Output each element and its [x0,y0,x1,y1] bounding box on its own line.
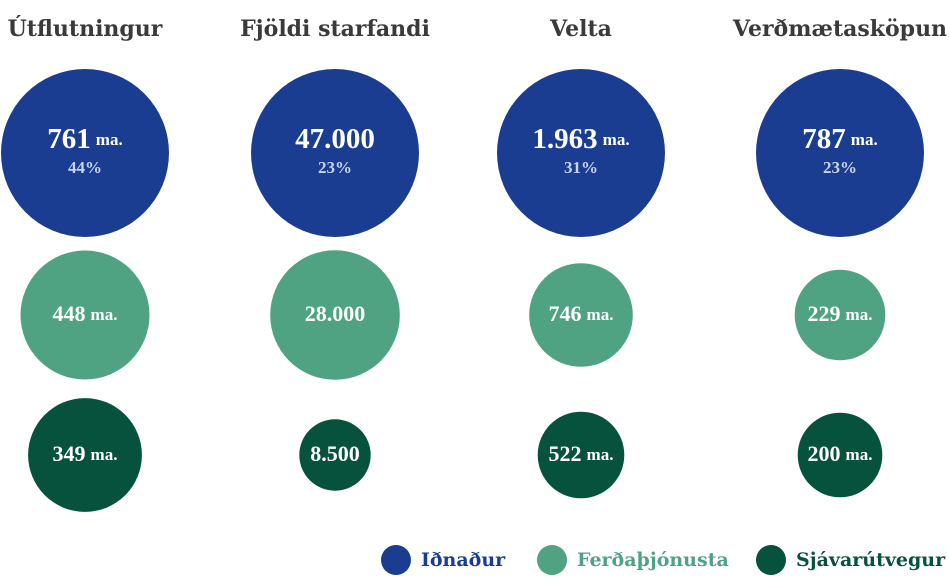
bubble-idnadur-velta [497,69,665,237]
bubble-label-idnadur-verdmaetaskopun: 787 ma. [802,123,877,155]
legend-item-sjavarutvegur: Sjávarútvegur [756,545,946,575]
bubble-unit: ma. [846,445,873,464]
bubble-unit: ma. [846,305,873,324]
bubble-label-idnadur-utflutningur: 761 ma. [47,123,122,155]
bubble-share-idnadur-verdmaetaskopun: 23% [823,158,857,177]
bubble-value: 448 [53,301,86,326]
legend-swatch [756,545,786,575]
bubble-label-sjavarutvegur-utflutningur: 349 ma. [53,441,118,466]
legend-item-ferdathjonusta: Ferðaþjónusta [537,545,729,575]
bubble-value: 28.000 [305,301,366,326]
bubble-label-sjavarutvegur-fjoldi-starfandi: 8.500 [310,441,360,466]
legend-swatch [381,545,411,575]
bubble-label-ferdathjonusta-velta: 746 ma. [549,301,614,326]
bubble-sjavarutvegur-verdmaetaskopun [797,412,883,498]
bubble-label-ferdathjonusta-verdmaetaskopun: 229 ma. [808,301,873,326]
bubble-share-idnadur-velta: 31% [564,158,598,177]
legend-swatch [537,545,567,575]
column-title-utflutningur: Útflutningur [8,15,163,42]
bubble-ferdathjonusta-utflutningur [20,250,150,380]
bubble-sjavarutvegur-fjoldi-starfandi [299,419,371,491]
bubble-unit: ma. [91,445,118,464]
bubble-idnadur-utflutningur [1,69,169,237]
bubble-value: 47.000 [295,123,375,155]
bubble-ferdathjonusta-fjoldi-starfandi [270,250,400,380]
legend-label: Iðnaður [421,549,506,571]
bubble-unit: ma. [587,445,614,464]
column-title-verdmaetaskopun: Verðmætasköpun [732,16,947,42]
legend-label: Sjávarútvegur [796,549,946,571]
bubble-sjavarutvegur-utflutningur [28,398,142,512]
legend-item-idnadur: Iðnaður [381,545,506,575]
bubble-label-sjavarutvegur-velta: 522 ma. [549,441,614,466]
bubble-idnadur-verdmaetaskopun [756,69,924,237]
bubble-value: 349 [53,441,86,466]
bubble-value: 787 [802,123,846,155]
bubble-label-idnadur-velta: 1.963 ma. [532,123,629,155]
column-title-fjoldi-starfandi: Fjöldi starfandi [240,16,430,42]
bubble-value: 761 [47,123,91,155]
bubble-unit: ma. [603,130,630,149]
bubble-value: 8.500 [310,441,360,466]
bubble-value: 229 [808,301,841,326]
bubble-label-ferdathjonusta-fjoldi-starfandi: 28.000 [305,301,366,326]
bubble-sjavarutvegur-velta [537,411,625,499]
bubble-value: 200 [808,441,841,466]
bubble-unit: ma. [587,305,614,324]
bubble-unit: ma. [96,130,123,149]
bubble-label-sjavarutvegur-verdmaetaskopun: 200 ma. [808,441,873,466]
bubble-value: 522 [549,441,582,466]
column-title-velta: Velta [549,16,612,42]
legend-label: Ferðaþjónusta [577,549,729,571]
bubble-ferdathjonusta-verdmaetaskopun [794,269,886,361]
bubble-share-idnadur-fjoldi-starfandi: 23% [318,158,352,177]
bubble-share-idnadur-utflutningur: 44% [68,158,102,177]
bubble-label-idnadur-fjoldi-starfandi: 47.000 [295,123,375,155]
bubble-label-ferdathjonusta-utflutningur: 448 ma. [53,301,118,326]
bubble-unit: ma. [851,130,878,149]
bubble-unit: ma. [91,305,118,324]
bubble-value: 1.963 [532,123,597,155]
bubble-idnadur-fjoldi-starfandi [251,69,419,237]
bubble-ferdathjonusta-velta [529,263,633,367]
bubble-value: 746 [549,301,582,326]
